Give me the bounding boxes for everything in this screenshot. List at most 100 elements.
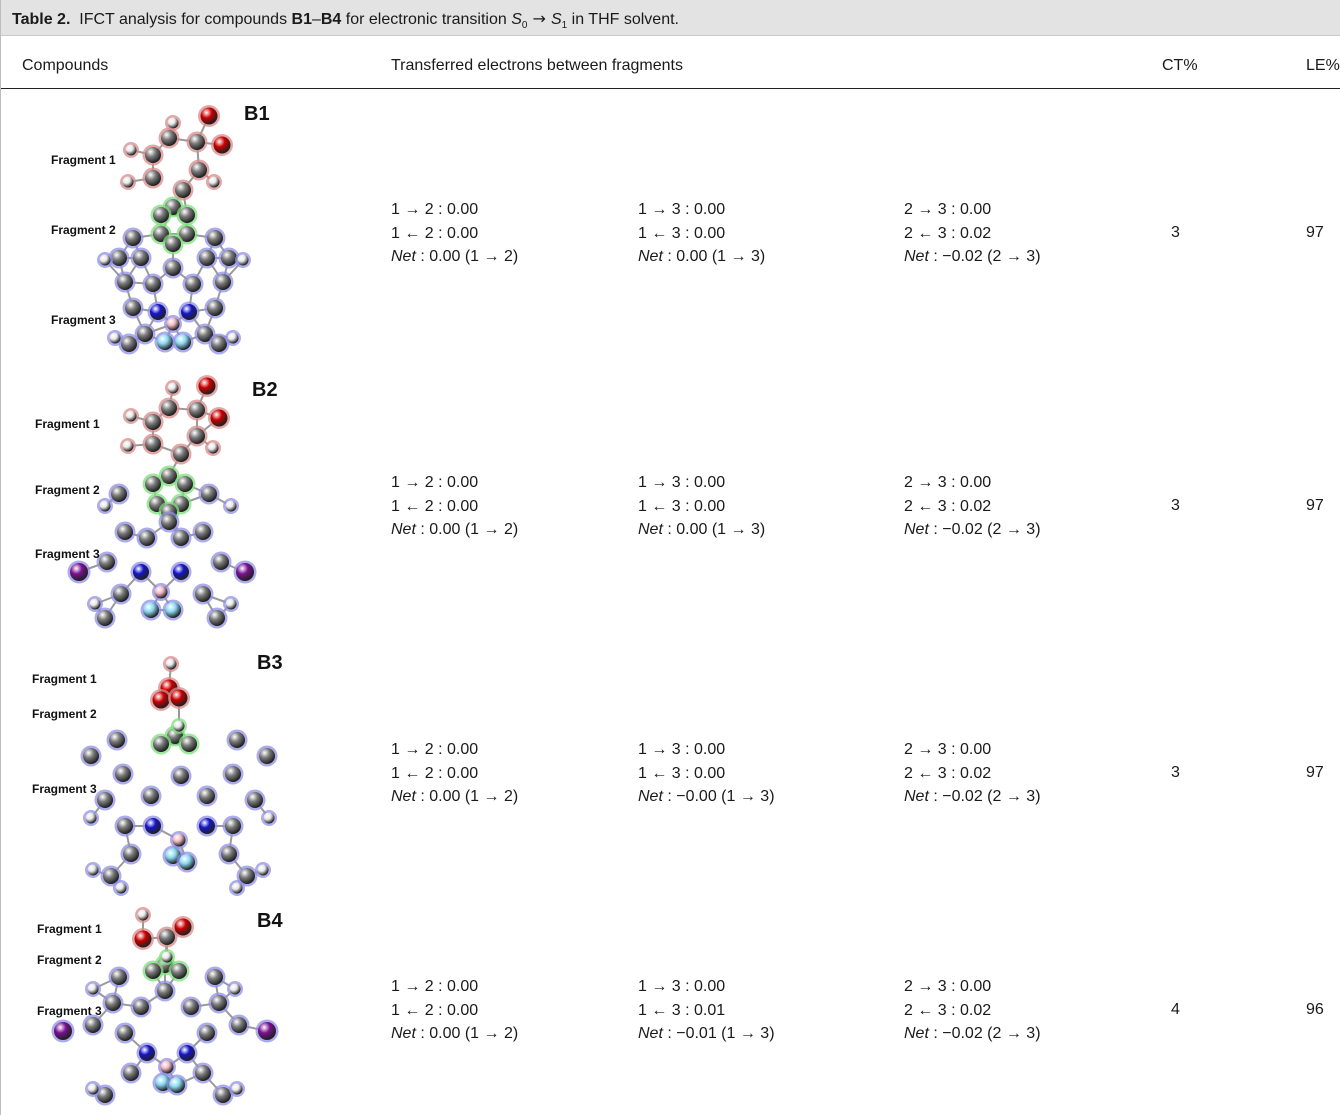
atom [179, 207, 195, 223]
atom [145, 414, 161, 430]
net-label: Net [638, 521, 663, 538]
transfer-1-2: 1 → 2 : 0.00 1 ← 2 : 0.00 Net : 0.00 (1 … [391, 738, 518, 809]
caption-s0-sub: 0 [521, 20, 528, 32]
atom [247, 792, 263, 808]
net-label: Net [638, 1025, 663, 1042]
atom [161, 951, 173, 963]
caption-arrow: → [527, 9, 551, 28]
atom [99, 254, 111, 266]
net-value: : −0.02 (2 → 3) [928, 788, 1041, 805]
t23-forward: 2 → 3 : 0.00 [904, 201, 992, 218]
atom [236, 563, 254, 581]
fragment-3-label: Fragment 3 [37, 1004, 102, 1018]
t12-net: Net : 0.00 (1 → 2) [391, 1022, 518, 1046]
fragment-3-label: Fragment 3 [35, 547, 100, 561]
ct-value: 3 [1171, 224, 1180, 241]
t12-forward: 1 → 2 : 0.00 [391, 978, 479, 995]
atom [85, 1017, 101, 1033]
atom [137, 909, 149, 921]
atom [221, 846, 237, 862]
fragment-1-label: Fragment 1 [32, 672, 97, 686]
ct-value: 3 [1171, 497, 1180, 514]
t23-net: Net : −0.02 (2 → 3) [904, 785, 1041, 809]
atom [54, 1022, 72, 1040]
t13-forward: 1 → 3 : 0.00 [638, 978, 726, 995]
atom [213, 554, 229, 570]
t12-backward: 1 ← 2 : 0.00 [391, 1001, 479, 1019]
atom [175, 334, 191, 350]
atom [145, 436, 161, 452]
t23-net: Net : −0.02 (2 → 3) [904, 518, 1041, 542]
transfer-2-3: 2 → 3 : 0.00 2 ← 3 : 0.02 Net : −0.02 (2… [904, 738, 1041, 809]
atom [207, 230, 223, 246]
atom [159, 929, 175, 945]
fragment-3-label: Fragment 3 [51, 313, 116, 327]
atom [225, 598, 237, 610]
atom [167, 117, 179, 129]
atom [133, 564, 149, 580]
atom [161, 468, 177, 484]
atom [123, 1065, 139, 1081]
atom [97, 610, 113, 626]
compound-label: B1 [244, 103, 270, 125]
t12-net: Net : 0.00 (1 → 2) [391, 785, 518, 809]
atom [199, 1025, 215, 1041]
t12-backward: 1 ← 2 : 0.00 [391, 764, 479, 782]
molecule-b3-image: Fragment 1 Fragment 2 Fragment 3 B3 [32, 652, 283, 896]
atom [160, 1060, 174, 1074]
atom [117, 1025, 133, 1041]
t12-backward: 1 ← 2 : 0.00 [391, 497, 479, 515]
atom [225, 766, 241, 782]
atom [207, 300, 223, 316]
net-value: : −0.02 (2 → 3) [928, 521, 1041, 538]
atom [145, 818, 161, 834]
t12-net: Net : 0.00 (1 → 2) [391, 518, 518, 542]
atom [145, 963, 161, 979]
atom [169, 1077, 185, 1093]
atom [195, 586, 211, 602]
atom [121, 336, 137, 352]
caption-s1-sub: 1 [561, 20, 568, 32]
t13-net: Net : −0.00 (1 → 3) [638, 785, 775, 809]
atom [154, 585, 168, 599]
atom [170, 689, 188, 707]
caption-text-before: IFCT analysis for compounds [79, 11, 292, 28]
transfer-2-3: 2 → 3 : 0.00 2 ← 3 : 0.02 Net : −0.02 (2… [904, 471, 1041, 542]
fragment-2-label: Fragment 2 [37, 953, 102, 967]
atom [221, 250, 237, 266]
atom [87, 1083, 99, 1095]
atom [173, 530, 189, 546]
atom [145, 147, 161, 163]
atom [189, 428, 205, 444]
net-label: Net [904, 521, 929, 538]
atom [172, 833, 186, 847]
atom [215, 274, 231, 290]
t12-net: Net : 0.00 (1 → 2) [391, 245, 518, 269]
atom [103, 868, 119, 884]
atom [263, 812, 275, 824]
atom [157, 334, 173, 350]
atom [181, 736, 197, 752]
atom [257, 864, 269, 876]
atom [125, 410, 137, 422]
fragment-2-label: Fragment 2 [51, 223, 116, 237]
table-row: Fragment 1 Fragment 2 Fragment 3 B1 1 → … [1, 98, 1340, 360]
atom [85, 812, 97, 824]
atom [165, 260, 181, 276]
le-value: 96 [1306, 1001, 1324, 1018]
atom [125, 144, 137, 156]
net-value: : −0.02 (2 → 3) [928, 248, 1041, 265]
atom [97, 792, 113, 808]
atom [70, 563, 88, 581]
atom [122, 440, 134, 452]
atom [181, 304, 197, 320]
t23-net: Net : −0.02 (2 → 3) [904, 245, 1041, 269]
atom [173, 564, 189, 580]
atom [137, 326, 153, 342]
atom [231, 1017, 247, 1033]
net-value: : −0.01 (1 → 3) [662, 1025, 775, 1042]
atom [174, 918, 192, 936]
atom [179, 854, 195, 870]
atom [215, 1087, 231, 1103]
atom [117, 818, 133, 834]
